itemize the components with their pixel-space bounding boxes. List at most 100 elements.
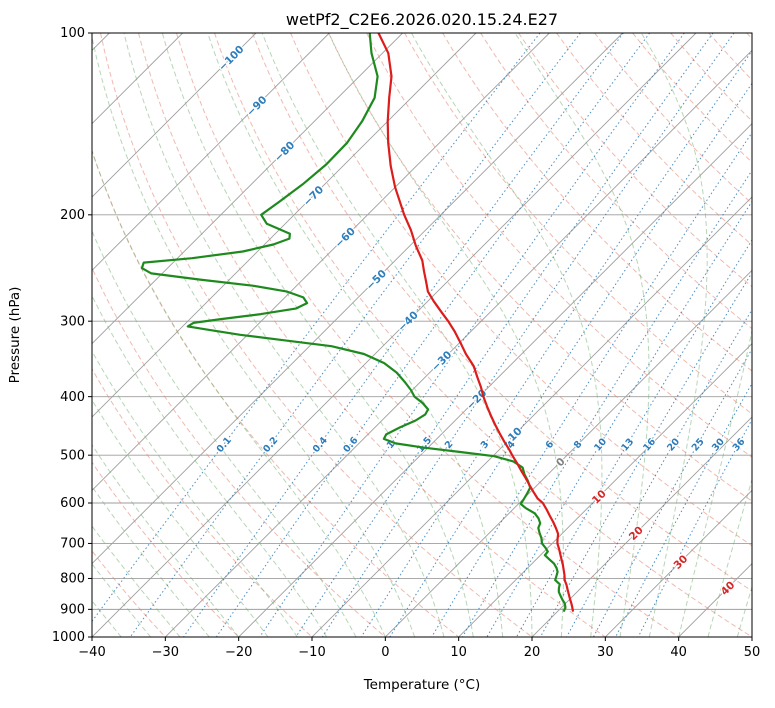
moist-adiabat-line	[92, 485, 210, 637]
dry-adiabat-line	[252, 33, 752, 592]
plot-border	[91, 32, 753, 638]
dry-adiabat-line	[176, 33, 679, 637]
moist-adiabat-line	[640, 33, 708, 637]
x-tick-label: −30	[152, 645, 179, 660]
isotherm-line	[751, 636, 752, 637]
y-tick-label: 500	[60, 448, 85, 463]
y-tick-label: 1000	[52, 630, 85, 645]
moist-adiabat-line	[736, 585, 752, 637]
y-tick-label: 300	[60, 314, 85, 329]
moist-adiabat-line	[123, 33, 445, 637]
mixing-ratio-line	[321, 33, 735, 637]
mixing-ratio-line	[183, 33, 624, 637]
mixing-ratio-line	[389, 82, 752, 637]
x-tick-label: 10	[450, 645, 467, 660]
dry-adiabat-line	[138, 33, 606, 637]
mixing-ratio-line	[360, 49, 752, 637]
y-axis-label: Pressure (hPa)	[7, 287, 23, 384]
moist-adiabat-line	[328, 33, 564, 637]
dry-adiabat-line	[92, 266, 386, 637]
isotherm-line	[385, 269, 752, 637]
mixing-ratio-label: 13	[619, 436, 636, 453]
x-tick-label: 20	[524, 645, 541, 660]
mixing-ratio-line	[461, 169, 752, 637]
dry-adiabats	[92, 33, 752, 637]
mixing-ratio-line	[566, 308, 752, 637]
dry-adiabat-line	[92, 149, 460, 637]
moist-adiabat-line	[707, 477, 752, 637]
moist-adiabat-line	[207, 33, 504, 637]
y-tick-label: 600	[60, 496, 85, 511]
y-tick-label: 200	[60, 208, 85, 223]
moist-adiabat-line	[92, 229, 357, 637]
isotherm-label: −100	[216, 43, 246, 73]
dry-adiabat-line	[100, 33, 533, 637]
moist-adiabat-line	[261, 33, 533, 637]
isobar-gridlines	[92, 33, 752, 637]
moist-adiabat-line	[92, 525, 181, 637]
dry-adiabat-line	[746, 33, 752, 40]
moist-adiabat-line	[92, 399, 269, 637]
moist-adiabat-line	[92, 444, 240, 637]
isotherm-line	[92, 33, 403, 345]
dewpoint-curve	[140, 33, 567, 612]
mixing-ratio-label: 0.4	[311, 435, 330, 455]
isotherm-line	[92, 33, 477, 418]
mixing-ratio-label: 0.6	[341, 435, 360, 455]
isotherm-line	[92, 33, 697, 637]
x-tick-label: −40	[78, 645, 105, 660]
y-tick-label: 100	[60, 26, 85, 41]
mixing-ratio-label: 25	[690, 436, 707, 453]
mixing-ratio-line	[215, 33, 651, 637]
mixing-ratio-label: 30	[710, 436, 727, 453]
isotherm-label: −70	[301, 184, 326, 209]
dry-adiabat-line	[594, 33, 752, 205]
mixing-ratio-line	[486, 200, 752, 637]
dry-adiabat-line	[518, 33, 752, 288]
isotherm-label: 0	[554, 456, 568, 470]
x-axis-label: Temperature (°C)	[363, 677, 481, 693]
isotherm-line	[92, 33, 330, 271]
isotherm-label: 20	[627, 524, 646, 543]
isotherm-label: −50	[364, 268, 389, 293]
isotherm-line	[605, 489, 752, 637]
mixing-ratio-line	[516, 239, 752, 637]
moist-adiabat-line	[92, 350, 298, 637]
plot-area: −100−90−80−70−60−50−40−30−20−10010203040…	[92, 33, 752, 637]
x-tick-label: 0	[381, 645, 389, 660]
axes: −40 −30 −20 −10 0 10 20 30 40 5010020030040050060…	[52, 26, 760, 660]
dry-adiabat-line	[442, 33, 752, 372]
dry-adiabat-line	[480, 33, 752, 330]
isotherm-label: −60	[333, 225, 358, 250]
x-tick-label: 40	[670, 645, 687, 660]
dry-adiabat-line	[556, 33, 752, 246]
isotherm-label: −40	[396, 309, 421, 334]
moist-adiabat-line	[161, 33, 474, 637]
isotherm-label: −80	[272, 139, 297, 164]
mixing-ratio-label: 36	[731, 436, 748, 453]
isotherm-line	[92, 33, 257, 198]
y-tick-label: 700	[60, 537, 85, 552]
isotherm-line	[165, 49, 752, 637]
mixing-ratio-line	[129, 33, 581, 637]
mixing-ratio-label: 1.5	[415, 435, 434, 455]
dry-adiabat-line	[214, 33, 752, 637]
moist-adiabat-line	[410, 33, 603, 637]
x-tick-label: −20	[225, 645, 252, 660]
mixing-ratio-label: 10	[592, 436, 609, 453]
x-tick-label: 30	[597, 645, 614, 660]
mixing-ratio-label: 20	[665, 436, 682, 453]
isotherm-label: 30	[672, 553, 691, 572]
chart-title: wetPf2_C2E6.2026.020.15.24.E27	[286, 10, 558, 30]
isotherm-line	[458, 343, 752, 637]
moist-adiabat-line	[92, 34, 416, 637]
y-tick-label: 800	[60, 572, 85, 587]
isotherm-line	[531, 416, 752, 637]
mixing-ratio-line	[431, 131, 752, 637]
dry-adiabat-line	[708, 33, 752, 81]
mixing-ratio-lines	[92, 33, 752, 637]
moist-adiabat-line	[92, 149, 386, 637]
